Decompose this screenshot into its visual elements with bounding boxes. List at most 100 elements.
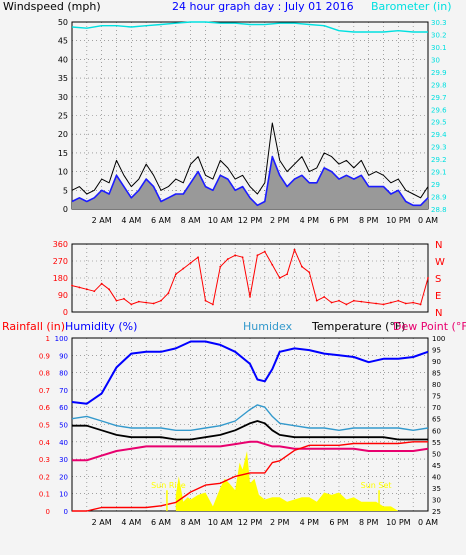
direction-point [78,286,81,289]
direction-point [271,263,274,266]
time-tick-label: 12 PM [238,518,263,527]
graph-title: 24 hour graph day : July 01 2016 [172,0,354,13]
grid-lines [72,22,428,511]
time-tick-label: 6 AM [151,518,171,527]
barometer-tick-label: 29.8 [431,81,447,89]
windspeed-axis-label: Windspeed (mph) [3,0,101,13]
time-tick-label: 2 AM [92,216,112,225]
temperature-tick-label: 95 [432,347,441,355]
wind-tick-label: 15 [58,149,68,158]
rainfall-axis-label: Rainfall (in) [2,320,65,333]
wind-tick-label: 35 [58,74,68,83]
time-tick-label: 10 AM [208,216,233,225]
barometer-tick-label: 28.9 [431,194,447,202]
time-tick-label: 0 AM [418,518,438,527]
direction-tick-label: 360 [53,240,68,249]
barometer-tick-label: 29.5 [431,119,447,127]
temperature-axis-label: Temperature (°F) [311,320,406,333]
rainfall-tick-label: 0.8 [39,370,50,378]
direction-point [100,282,103,285]
rainfall-tick-label: 0.4 [39,439,51,447]
wind-average-area [72,156,428,209]
compass-letter: N [435,240,442,251]
time-tick-label: 4 AM [121,518,141,527]
rainfall-line [72,441,428,512]
direction-point [390,301,392,304]
humidity-line [71,340,429,405]
direction-point [286,273,288,276]
direction-tick-label: 0 [63,308,68,317]
humidity-tick-label: 60 [59,404,68,412]
wind-tick-label: 25 [58,112,68,121]
sunset-label: Sun Set [361,481,392,490]
direction-point [85,288,88,291]
direction-point [212,303,214,306]
barometer-tick-label: 29.6 [431,106,447,114]
direction-point [352,299,355,302]
direction-point [226,258,229,261]
time-tick-label: 4 PM [300,216,319,225]
direction-point [93,290,96,293]
rainfall-tick-label: 0.5 [39,422,50,430]
temperature-tick-label: 90 [432,358,441,366]
rainfall-tick-label: 0.2 [39,473,50,481]
wind-tick-label: 45 [58,37,68,46]
direction-tick-label: 180 [53,274,68,283]
direction-tick-label: 270 [53,257,68,266]
humidity-tick-label: 100 [55,335,68,343]
humidity-tick-label: 40 [59,439,68,447]
humidity-tick-label: 90 [59,352,68,360]
time-tick-label: 8 AM [181,216,201,225]
direction-point [241,256,244,259]
temperature-tick-label: 60 [432,427,441,435]
direction-point [301,265,303,268]
time-tick-label: 10 PM [386,518,411,527]
solar-area [175,451,399,511]
direction-point [382,303,385,306]
wind-tick-label: 0 [63,205,68,214]
direction-point [115,299,118,302]
direction-point [182,267,185,270]
direction-point [367,301,370,304]
humidity-tick-label: 20 [59,473,68,481]
direction-point [123,297,125,300]
barometer-axis-label: Barometer (in) [371,0,452,13]
humidity-tick-label: 50 [59,422,68,430]
direction-point [338,299,340,302]
compass-letter: S [435,274,441,285]
dewpoint-axis-label: Dew Point (°F) [393,320,466,333]
barometer-tick-label: 29.4 [431,131,447,139]
time-tick-label: 4 PM [300,518,319,527]
direction-point [234,254,237,257]
direction-point [323,295,326,298]
series-marks [71,21,429,512]
direction-point [219,265,222,268]
direction-point [145,301,148,304]
temperature-tick-label: 80 [432,381,441,389]
direction-point [108,288,110,291]
barometer-tick-label: 29 [431,181,440,189]
direction-tick-label: 90 [58,291,68,300]
humidity-axis-label: Humidity (%) [65,320,137,333]
temperature-tick-label: 25 [432,508,441,516]
direction-point [263,250,266,253]
direction-point [419,303,422,306]
humidex-line [71,404,429,431]
wind-tick-label: 40 [58,55,68,64]
barometer-tick-label: 29.9 [431,69,447,77]
direction-point [293,248,296,251]
time-tick-label: 6 AM [151,216,171,225]
wind-average-line [71,155,429,207]
barometer-tick-label: 29.2 [431,156,447,164]
compass-letter: E [435,291,441,302]
time-tick-label: 4 AM [121,216,141,225]
direction-panel-frame [71,243,429,313]
wind-tick-label: 20 [58,130,68,139]
humidity-tick-label: 0 [64,508,68,516]
temperature-tick-label: 65 [432,416,441,424]
humidity-tick-label: 10 [59,491,68,499]
temperature-tick-label: 40 [432,473,441,481]
temperature-tick-label: 70 [432,404,441,412]
rainfall-tick-label: 1 [46,335,50,343]
